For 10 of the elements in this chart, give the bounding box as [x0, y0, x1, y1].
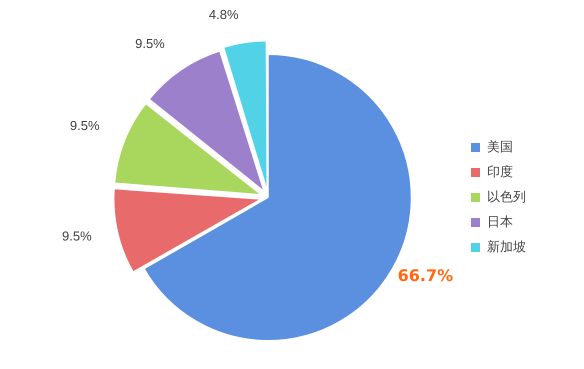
data-label: 4.8%: [208, 7, 239, 22]
legend-label: 新加坡: [487, 240, 526, 255]
legend-label: 印度: [487, 164, 513, 180]
legend-label: 以色列: [487, 190, 526, 205]
data-label: 9.5%: [62, 228, 92, 244]
data-label: 9.5%: [135, 36, 166, 52]
data-label: 66.7%: [398, 266, 454, 285]
legend-label: 美国: [487, 138, 513, 155]
data-label: 9.5%: [70, 118, 100, 134]
legend-label: 日本: [487, 214, 513, 230]
